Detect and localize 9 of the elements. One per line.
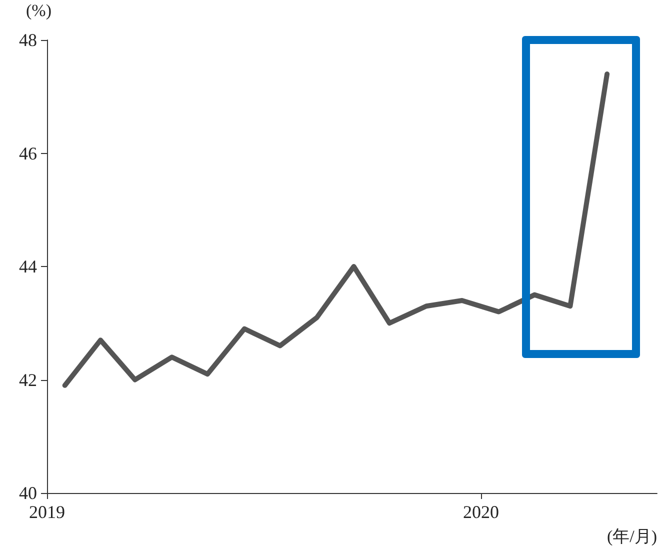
y-tick-label: 40 <box>19 483 37 503</box>
x-tick-label: 2019 <box>29 502 65 522</box>
y-tick-label: 44 <box>19 256 37 276</box>
y-axis-title: (%) <box>26 1 52 20</box>
x-axis-title: (年/月) <box>606 527 657 546</box>
y-tick-label: 48 <box>19 30 37 50</box>
y-tick-label: 46 <box>19 143 37 164</box>
y-tick-label: 42 <box>19 370 37 390</box>
x-tick-label: 2020 <box>463 502 500 522</box>
